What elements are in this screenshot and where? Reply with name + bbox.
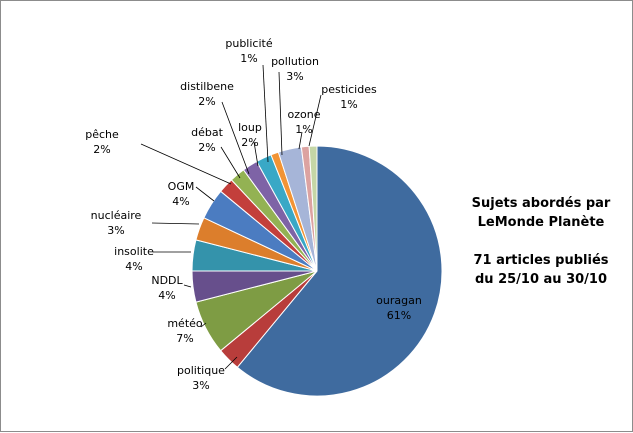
pie-slices xyxy=(191,145,443,397)
slice-label-6: OGM xyxy=(168,180,195,193)
slice-percent-4: 4% xyxy=(125,260,142,273)
slice-label-9: distilbene xyxy=(180,80,234,93)
leader-lines xyxy=(140,64,322,370)
slice-label-14: pesticides xyxy=(321,83,377,96)
leader-line-8 xyxy=(220,146,241,179)
slice-percent-7: 2% xyxy=(93,143,110,156)
slice-percent-2: 7% xyxy=(176,332,193,345)
slice-percent-11: 1% xyxy=(240,52,257,65)
slice-label-5: nucléaire xyxy=(91,209,142,222)
slice-percent-10: 2% xyxy=(241,136,258,149)
leader-line-1 xyxy=(224,356,238,370)
leader-line-11 xyxy=(262,64,269,163)
slice-percent-0: 61% xyxy=(387,309,411,322)
leader-line-6 xyxy=(195,186,215,202)
slice-label-7: pêche xyxy=(85,128,119,141)
leader-line-9 xyxy=(221,101,250,175)
leader-line-12 xyxy=(278,71,283,156)
chart-title-block: Sujets abordés par LeMonde Planète 71 ar… xyxy=(456,194,626,289)
leader-line-10 xyxy=(253,141,259,167)
slice-label-11: publicité xyxy=(225,37,272,50)
slice-percent-13: 1% xyxy=(295,123,312,136)
leader-line-3 xyxy=(183,284,192,288)
chart-title-line-1: Sujets abordés par xyxy=(471,196,611,211)
slice-percent-12: 3% xyxy=(286,70,303,83)
leader-line-7 xyxy=(140,143,232,185)
slice-label-13: ozone xyxy=(288,108,321,121)
slice-label-4: insolite xyxy=(114,245,154,258)
chart-subtitle-line-2: du 25/10 au 30/10 xyxy=(474,272,608,287)
pie-slice-14 xyxy=(308,145,318,272)
slice-percent-5: 3% xyxy=(107,224,124,237)
slice-percent-6: 4% xyxy=(172,195,189,208)
slice-label-3: NDDL xyxy=(151,274,183,287)
leader-line-14 xyxy=(308,94,322,147)
slice-percent-14: 1% xyxy=(340,98,357,111)
slice-label-8: débat xyxy=(191,126,223,139)
slice-percent-1: 3% xyxy=(192,379,209,392)
slice-label-2: météo xyxy=(167,317,203,330)
chart-title-line-2: LeMonde Planète xyxy=(477,215,605,230)
slice-label-10: loup xyxy=(238,121,262,134)
slice-label-12: pollution xyxy=(271,55,319,68)
leader-line-13 xyxy=(298,131,303,150)
slice-labels: ouragan 61% politique 3% météo 7% NDDL 4% insoli… xyxy=(85,37,422,392)
slice-percent-3: 4% xyxy=(158,289,175,302)
slice-percent-8: 2% xyxy=(198,141,215,154)
slice-percent-9: 2% xyxy=(198,95,215,108)
slice-label-1: politique xyxy=(177,364,225,377)
chart-subtitle-line-1: 71 articles publiés xyxy=(473,253,609,268)
leader-line-5 xyxy=(151,222,200,225)
pie-slice-0 xyxy=(236,145,443,397)
slice-label-0: ouragan xyxy=(376,294,422,307)
leader-line-2 xyxy=(200,322,207,328)
